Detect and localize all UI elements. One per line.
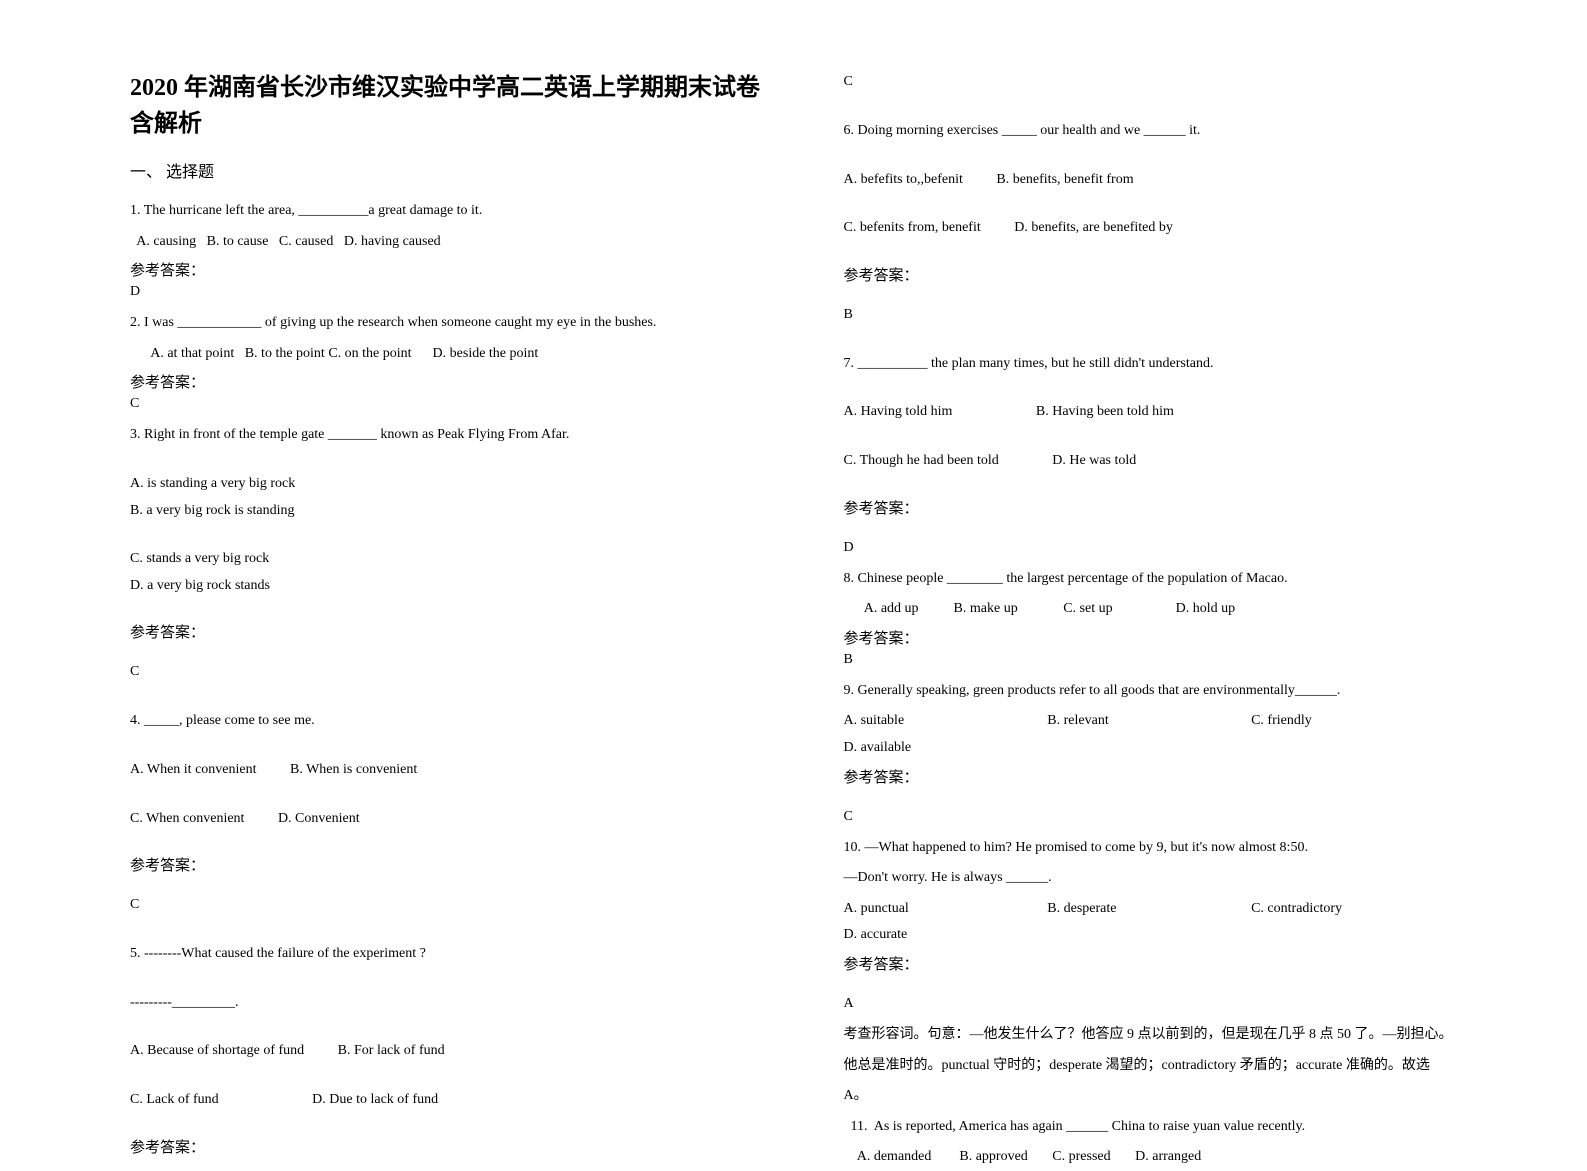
answer-label: 参考答案： bbox=[130, 1136, 784, 1157]
q5-text1: 5. --------What caused the failure of th… bbox=[130, 941, 784, 968]
q9-opt-d: D. available bbox=[844, 735, 912, 762]
q2-answer: C bbox=[130, 396, 784, 412]
q11-options: A. demanded B. approved C. pressed D. ar… bbox=[844, 1144, 1498, 1171]
q6-text: 6. Doing morning exercises _____ our hea… bbox=[844, 118, 1498, 145]
q1-options: A. causing B. to cause C. caused D. havi… bbox=[130, 229, 784, 256]
q2-text: 2. I was ____________ of giving up the r… bbox=[130, 310, 784, 337]
q10-opt-b: B. desperate bbox=[1047, 896, 1197, 923]
q3-opt-b: B. a very big rock is standing bbox=[130, 498, 431, 525]
q5-text2: ---------_________. bbox=[130, 990, 784, 1017]
q10-options: A. punctual B. desperate C. contradictor… bbox=[844, 896, 1498, 949]
q9-options: A. suitable B. relevant C. friendly D. a… bbox=[844, 708, 1498, 761]
q7-opt-b: B. Having been told him bbox=[1036, 399, 1174, 426]
q3-opt-c: C. stands a very big rock bbox=[130, 546, 431, 573]
q1-answer: D bbox=[130, 284, 784, 300]
q9-opt-c: C. friendly bbox=[1251, 708, 1401, 735]
answer-label: 参考答案： bbox=[130, 259, 784, 280]
q7-options-row2: C. Though he had been told D. He was tol… bbox=[844, 448, 1498, 475]
q10-exp2: 他总是准时的。punctual 守时的；desperate 渴望的；contra… bbox=[844, 1053, 1498, 1080]
q10-exp1: 考查形容词。句意：—他发生什么了？他答应 9 点以前到的，但是现在几乎 8 点 … bbox=[844, 1022, 1498, 1049]
q7-answer: D bbox=[844, 540, 1498, 556]
q2-options: A. at that point B. to the point C. on t… bbox=[130, 341, 784, 368]
q7-opt-d: D. He was told bbox=[1052, 448, 1136, 475]
q6-opt-d: D. benefits, are benefited by bbox=[1014, 215, 1173, 242]
answer-label: 参考答案： bbox=[844, 497, 1498, 518]
q4-options-row1: A. When it convenient B. When is conveni… bbox=[130, 757, 784, 784]
right-column: C 6. Doing morning exercises _____ our h… bbox=[814, 70, 1528, 1082]
q3-text: 3. Right in front of the temple gate ___… bbox=[130, 422, 784, 449]
q1-text: 1. The hurricane left the area, ________… bbox=[130, 198, 784, 225]
q3-opt-d: D. a very big rock stands bbox=[130, 573, 431, 600]
q6-opt-c: C. befenits from, benefit bbox=[844, 215, 981, 242]
q4-opt-c: C. When convenient bbox=[130, 806, 244, 833]
answer-label: 参考答案： bbox=[844, 953, 1498, 974]
q9-text: 9. Generally speaking, green products re… bbox=[844, 678, 1498, 705]
q4-text: 4. _____, please come to see me. bbox=[130, 708, 784, 735]
q7-opt-c: C. Though he had been told bbox=[844, 448, 999, 475]
q8-text: 8. Chinese people ________ the largest p… bbox=[844, 566, 1498, 593]
q10-exp3: A。 bbox=[844, 1083, 1498, 1110]
q10-opt-c: C. contradictory bbox=[1251, 896, 1401, 923]
answer-label: 参考答案： bbox=[130, 621, 784, 642]
q7-opt-a: A. Having told him bbox=[844, 399, 953, 426]
q5-opt-c: C. Lack of fund bbox=[130, 1087, 219, 1114]
q6-options-row2: C. befenits from, benefit D. benefits, a… bbox=[844, 215, 1498, 242]
q11-text: 11. As is reported, America has again __… bbox=[844, 1114, 1498, 1141]
q5-answer: C bbox=[844, 74, 1498, 90]
q10-opt-d: D. accurate bbox=[844, 922, 908, 949]
q7-options-row1: A. Having told him B. Having been told h… bbox=[844, 399, 1498, 426]
q4-opt-d: D. Convenient bbox=[278, 806, 360, 833]
page-title: 2020 年湖南省长沙市维汉实验中学高二英语上学期期末试卷含解析 bbox=[130, 70, 784, 142]
q4-answer: C bbox=[130, 897, 784, 913]
answer-label: 参考答案： bbox=[130, 854, 784, 875]
q6-options-row1: A. befefits to,,befenit B. benefits, ben… bbox=[844, 167, 1498, 194]
q9-answer: C bbox=[844, 809, 1498, 825]
left-column: 2020 年湖南省长沙市维汉实验中学高二英语上学期期末试卷含解析 一、 选择题 … bbox=[100, 70, 814, 1082]
q4-options-row2: C. When convenient D. Convenient bbox=[130, 806, 784, 833]
q4-opt-b: B. When is convenient bbox=[290, 757, 417, 784]
q9-opt-b: B. relevant bbox=[1047, 708, 1197, 735]
q5-opt-d: D. Due to lack of fund bbox=[312, 1087, 438, 1114]
q10-opt-a: A. punctual bbox=[844, 896, 994, 923]
q6-answer: B bbox=[844, 307, 1498, 323]
q3-answer: C bbox=[130, 664, 784, 680]
answer-label: 参考答案： bbox=[130, 371, 784, 392]
q6-opt-a: A. befefits to,,befenit bbox=[844, 167, 963, 194]
q5-opt-a: A. Because of shortage of fund bbox=[130, 1038, 304, 1065]
section-heading: 一、 选择题 bbox=[130, 158, 784, 182]
q5-options-row2: C. Lack of fund D. Due to lack of fund bbox=[130, 1087, 784, 1114]
q3-opt-a: A. is standing a very big rock bbox=[130, 471, 431, 498]
q5-options-row1: A. Because of shortage of fund B. For la… bbox=[130, 1038, 784, 1065]
answer-label: 参考答案： bbox=[844, 264, 1498, 285]
q9-opt-a: A. suitable bbox=[844, 708, 994, 735]
q3-options-row1: A. is standing a very big rock B. a very… bbox=[130, 471, 784, 524]
q10-text1: 10. —What happened to him? He promised t… bbox=[844, 835, 1498, 862]
q10-answer: A bbox=[844, 996, 1498, 1012]
q6-opt-b: B. benefits, benefit from bbox=[996, 167, 1133, 194]
q3-options-row2: C. stands a very big rock D. a very big … bbox=[130, 546, 784, 599]
q7-text: 7. __________ the plan many times, but h… bbox=[844, 351, 1498, 378]
q8-options: A. add up B. make up C. set up D. hold u… bbox=[844, 596, 1498, 623]
q4-opt-a: A. When it convenient bbox=[130, 757, 257, 784]
answer-label: 参考答案： bbox=[844, 766, 1498, 787]
exam-page: 2020 年湖南省长沙市维汉实验中学高二英语上学期期末试卷含解析 一、 选择题 … bbox=[0, 0, 1587, 1122]
q10-text2: —Don't worry. He is always ______. bbox=[844, 865, 1498, 892]
answer-label: 参考答案： bbox=[844, 627, 1498, 648]
q8-answer: B bbox=[844, 652, 1498, 668]
q5-opt-b: B. For lack of fund bbox=[338, 1038, 445, 1065]
